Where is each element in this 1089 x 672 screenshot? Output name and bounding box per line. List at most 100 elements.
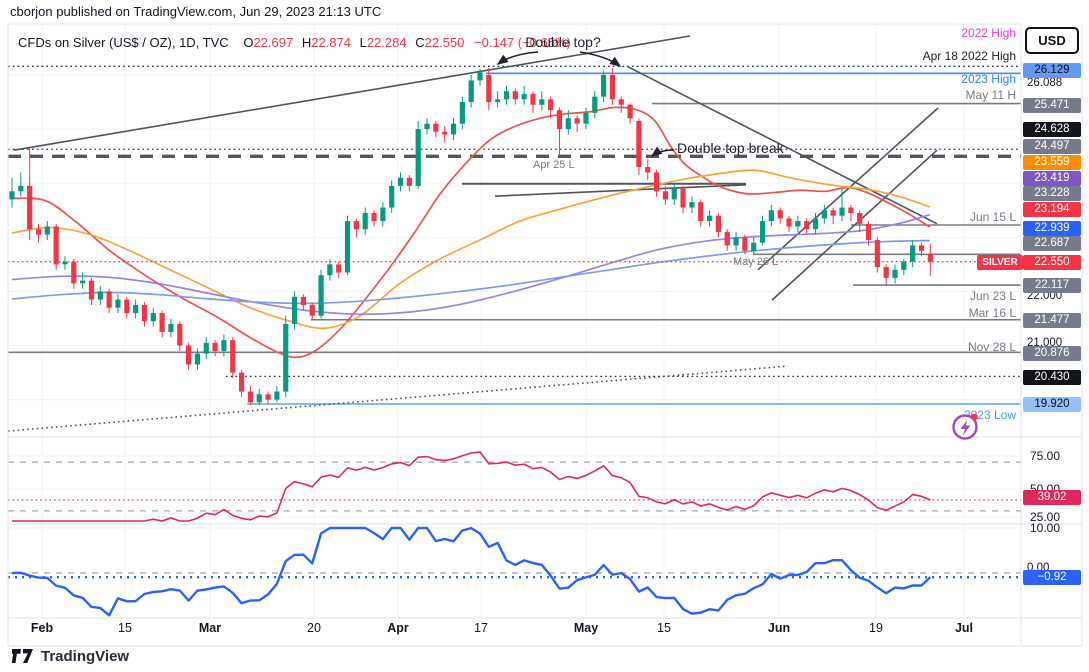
candle xyxy=(830,210,836,216)
candle xyxy=(786,218,792,227)
flash-ideas-icon[interactable] xyxy=(950,410,984,442)
time-tick-Jul: Jul xyxy=(954,621,974,635)
panel-tick-label: 10.00 xyxy=(1030,521,1061,535)
candle xyxy=(548,99,554,111)
ohlc-close: C22.550 xyxy=(415,35,465,50)
momentum-value-label: −0.92 xyxy=(1023,569,1081,585)
panel-tick-label: 75.00 xyxy=(1030,449,1061,463)
candle xyxy=(865,223,872,241)
candle xyxy=(371,212,377,222)
candle xyxy=(62,261,68,265)
candle xyxy=(706,215,713,222)
price-axis-label-22.117: 22.117 xyxy=(1023,277,1081,293)
trendline-rising-resistance xyxy=(13,35,691,151)
currency-toggle-button[interactable]: USD xyxy=(1025,27,1079,54)
time-tick-17: 17 xyxy=(474,621,488,635)
candle xyxy=(327,264,333,276)
price-axis-label-23.228: 23.228 xyxy=(1023,185,1081,201)
trendline-long-term-support xyxy=(7,365,788,432)
time-tick-Jun: Jun xyxy=(767,621,791,635)
time-tick-20: 20 xyxy=(307,621,321,635)
candle xyxy=(795,221,801,227)
candle xyxy=(751,242,757,251)
symbol-legend[interactable]: CFDs on Silver (US$ / OZ), 1D, TVC O22.6… xyxy=(18,35,571,50)
candle xyxy=(724,231,730,246)
candle xyxy=(839,207,845,216)
candle xyxy=(159,313,165,333)
candle xyxy=(150,313,156,322)
candle xyxy=(857,212,863,224)
price-axis-label-22.550: 22.550 xyxy=(1023,254,1081,270)
candle xyxy=(247,391,254,403)
candle xyxy=(583,112,589,124)
candle xyxy=(238,372,245,392)
trendline-mini-converge xyxy=(494,184,747,197)
candle xyxy=(353,221,359,230)
line-label-mar-16-l: Mar 16 L xyxy=(968,306,1016,320)
candle xyxy=(274,391,280,400)
level-label-apr-25-l: Apr 25 L xyxy=(533,159,575,171)
candle xyxy=(106,291,112,308)
candle xyxy=(521,93,527,100)
candle xyxy=(9,191,15,200)
time-tick-15: 15 xyxy=(657,621,671,635)
time-tick-19: 19 xyxy=(869,621,883,635)
candle xyxy=(477,72,483,81)
price-axis-label-22.939: 22.939 xyxy=(1023,220,1081,236)
candle xyxy=(715,215,721,232)
change-value: −0.147 (−0.65%) xyxy=(474,35,571,50)
axis-ghost-label: 26.088 xyxy=(1027,77,1063,89)
candle xyxy=(380,207,386,222)
candle xyxy=(530,93,536,105)
candle xyxy=(300,296,306,305)
candle xyxy=(397,177,404,186)
footer-brand[interactable]: TradingView xyxy=(12,648,129,665)
candle xyxy=(601,74,607,97)
candle xyxy=(759,221,766,243)
line-label-apr-18-2022-high: Apr 18 2022 High xyxy=(922,49,1016,63)
candle xyxy=(71,261,77,284)
ma-slowest-blue xyxy=(11,239,931,305)
candle xyxy=(636,120,642,167)
candle xyxy=(821,210,827,219)
ohlc-open: O22.697 xyxy=(243,35,294,50)
rsi-value-label: 39.02 xyxy=(1023,489,1081,505)
candle xyxy=(424,123,430,130)
candle xyxy=(44,226,50,235)
candle xyxy=(318,275,324,316)
line-label-may-11-h: May 11 H xyxy=(965,88,1016,102)
price-axis-label-25.471: 25.471 xyxy=(1023,97,1081,113)
candle xyxy=(574,118,580,124)
candle xyxy=(459,102,465,124)
candle xyxy=(212,342,218,351)
candle xyxy=(291,296,298,324)
price-axis-label-21.477: 21.477 xyxy=(1023,312,1081,328)
candle xyxy=(618,99,624,105)
candle xyxy=(450,123,457,135)
price-axis-label-20.430: 20.430 xyxy=(1023,369,1081,385)
price-axis-label-22.687: 22.687 xyxy=(1023,235,1081,251)
price-axis-label-24.628: 24.628 xyxy=(1023,121,1081,137)
arrow-first-top xyxy=(496,51,539,65)
time-tick-Feb: Feb xyxy=(30,621,54,635)
candle xyxy=(442,131,448,135)
symbol-title: CFDs on Silver (US$ / OZ), 1D, TVC xyxy=(18,35,229,50)
candle xyxy=(265,394,271,400)
line-label-nov-28-l: Nov 28 L xyxy=(967,340,1016,354)
candle xyxy=(80,280,86,284)
candle xyxy=(203,342,209,354)
candle xyxy=(874,240,880,268)
line-label-2022-high: 2022 High xyxy=(961,26,1016,40)
candle xyxy=(512,91,518,100)
ma-medium-orange xyxy=(11,169,931,330)
candle xyxy=(141,304,148,322)
candle xyxy=(27,185,33,230)
candle xyxy=(495,99,501,103)
line-label-2023-high: 2023 High xyxy=(961,72,1016,86)
annotation-double-top: Double top? xyxy=(525,34,601,50)
candle xyxy=(344,221,351,273)
candle xyxy=(486,74,492,103)
candle xyxy=(256,394,262,403)
